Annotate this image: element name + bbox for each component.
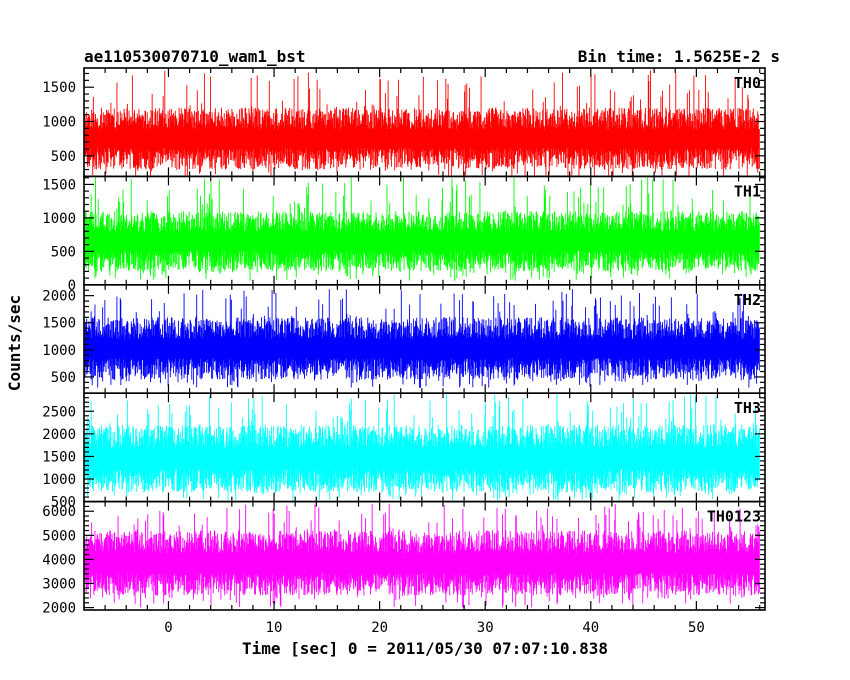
y-tick-label: 5000 bbox=[42, 528, 76, 544]
x-tick-label: 0 bbox=[164, 620, 172, 636]
y-tick-label: 1000 bbox=[42, 115, 76, 131]
y-tick-label: 1000 bbox=[42, 211, 76, 227]
y-axis-label: Counts/sec bbox=[5, 295, 24, 391]
y-tick-label: 500 bbox=[51, 495, 76, 511]
y-tick-label: 2500 bbox=[42, 404, 76, 420]
x-tick-label: 30 bbox=[477, 620, 494, 636]
y-tick-label: 2000 bbox=[42, 601, 76, 617]
x-tick-label: 10 bbox=[266, 620, 283, 636]
x-axis-label: Time [sec] 0 = 2011/05/30 07:07:10.838 bbox=[242, 639, 608, 658]
y-tick-label: 4000 bbox=[42, 552, 76, 568]
y-tick-label: 1500 bbox=[42, 316, 76, 332]
y-tick-label: 2000 bbox=[42, 289, 76, 305]
panel-label-th1: TH1 bbox=[734, 182, 761, 200]
bin-time-label: Bin time: 1.5625E-2 s bbox=[578, 47, 780, 66]
y-tick-label: 1500 bbox=[42, 177, 76, 193]
panel-label-th2: TH2 bbox=[734, 291, 761, 309]
panel-frame-th0123 bbox=[83, 500, 766, 611]
y-tick-label: 500 bbox=[51, 370, 76, 386]
y-tick-label: 1000 bbox=[42, 472, 76, 488]
panel-label-th3: TH3 bbox=[734, 399, 761, 417]
panel-label-th0: TH0 bbox=[734, 74, 761, 92]
x-tick-label: 20 bbox=[371, 620, 388, 636]
x-tick-label: 50 bbox=[688, 620, 705, 636]
series-trace-th2 bbox=[84, 289, 760, 388]
y-tick-label: 500 bbox=[51, 149, 76, 165]
y-tick-label: 6000 bbox=[42, 504, 76, 520]
y-tick-label: 1000 bbox=[42, 343, 76, 359]
series-trace-th0123 bbox=[84, 504, 760, 608]
y-tick-label: 1500 bbox=[42, 449, 76, 465]
series-trace-th0 bbox=[84, 70, 760, 176]
x-tick-label: 40 bbox=[582, 620, 599, 636]
y-tick-label: 500 bbox=[51, 244, 76, 260]
series-trace-th1 bbox=[84, 177, 760, 281]
series-trace-th3 bbox=[84, 394, 760, 501]
y-tick-label: 1500 bbox=[42, 80, 76, 96]
chart-title: ae110530070710_wam1_bst bbox=[84, 47, 306, 66]
y-tick-label: 3000 bbox=[42, 577, 76, 593]
y-tick-label: 0 bbox=[68, 278, 76, 294]
panel-label-th0123: TH0123 bbox=[707, 508, 761, 526]
y-tick-label: 2000 bbox=[42, 427, 76, 443]
